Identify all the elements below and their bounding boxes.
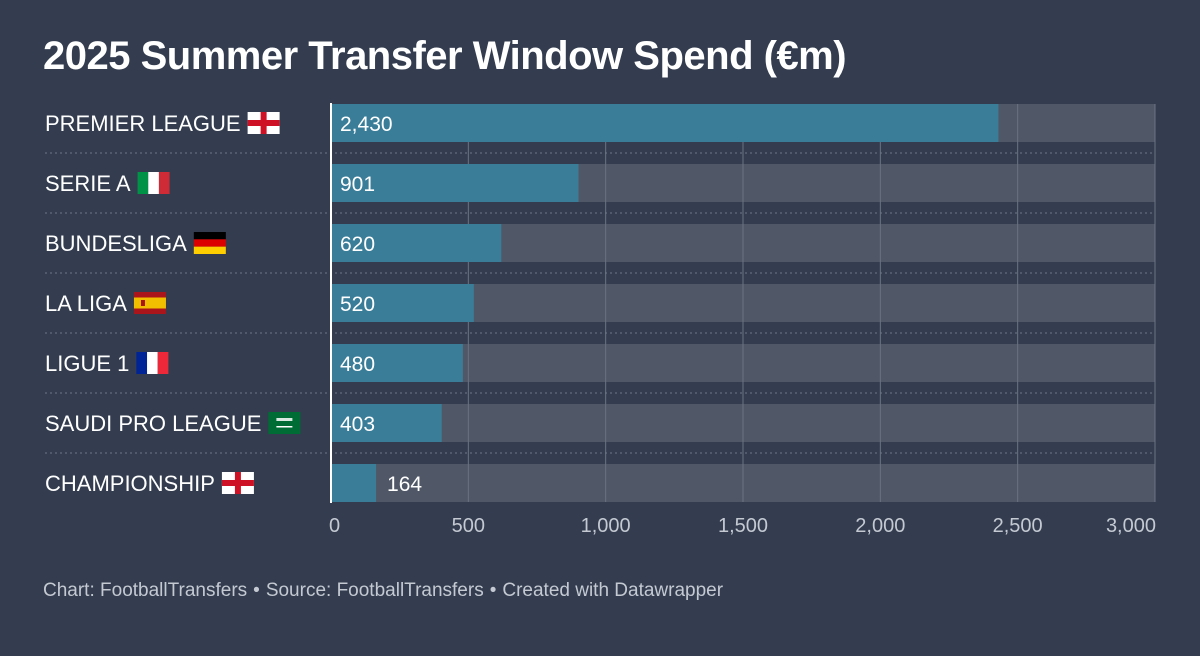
- x-tick-label: 0: [329, 515, 340, 537]
- chart-source: Source: FootballTransfers: [265, 580, 484, 601]
- x-tick-label: 3,000: [1106, 515, 1156, 537]
- bar: [331, 284, 474, 322]
- x-tick-label: 500: [452, 515, 485, 537]
- x-tick-label: 1,000: [581, 515, 631, 537]
- created-with: Created with Datawrapper: [502, 580, 724, 601]
- x-tick-label: 1,500: [718, 515, 768, 537]
- england-flag-icon: [221, 472, 254, 494]
- germany-flag-icon: [193, 232, 226, 254]
- bar-value-label: 403: [340, 413, 375, 436]
- bar-value-label: 520: [340, 293, 375, 316]
- bar-value-label: 901: [340, 173, 375, 196]
- category-label: SERIE A: [45, 171, 131, 196]
- bar: [331, 164, 579, 202]
- category-label: SAUDI PRO LEAGUE: [45, 411, 261, 436]
- x-tick-label: 2,500: [993, 515, 1043, 537]
- bar: [331, 344, 463, 382]
- footer-separator: •: [489, 580, 497, 601]
- bar-value-label: 2,430: [340, 113, 393, 136]
- category-label: BUNDESLIGA: [45, 231, 187, 256]
- x-tick-label: 2,000: [855, 515, 905, 537]
- bar: [331, 104, 999, 142]
- saudi-arabia-flag-icon: [268, 412, 301, 434]
- chart-credit: Chart: FootballTransfers: [43, 580, 248, 601]
- bar-value-label: 480: [340, 353, 375, 376]
- footer-separator: •: [253, 580, 260, 601]
- category-label: LA LIGA: [45, 291, 127, 316]
- france-flag-icon: [136, 352, 169, 374]
- bar-value-label: 620: [340, 233, 375, 256]
- england-flag-icon: [247, 112, 280, 134]
- bar: [331, 404, 442, 442]
- chart-footer: Chart: FootballTransfers • Source: Footbal…: [43, 580, 723, 602]
- chart-title: 2025 Summer Transfer Window Spend (€m): [43, 34, 847, 78]
- spain-flag-icon: [133, 292, 166, 314]
- category-label: LIGUE 1: [45, 351, 129, 376]
- bar: [331, 224, 502, 262]
- bar-value-label: 164: [387, 473, 422, 496]
- bar: [331, 464, 377, 502]
- italy-flag-icon: [137, 172, 170, 194]
- category-label: CHAMPIONSHIP: [45, 471, 215, 496]
- category-label: PREMIER LEAGUE: [45, 111, 241, 136]
